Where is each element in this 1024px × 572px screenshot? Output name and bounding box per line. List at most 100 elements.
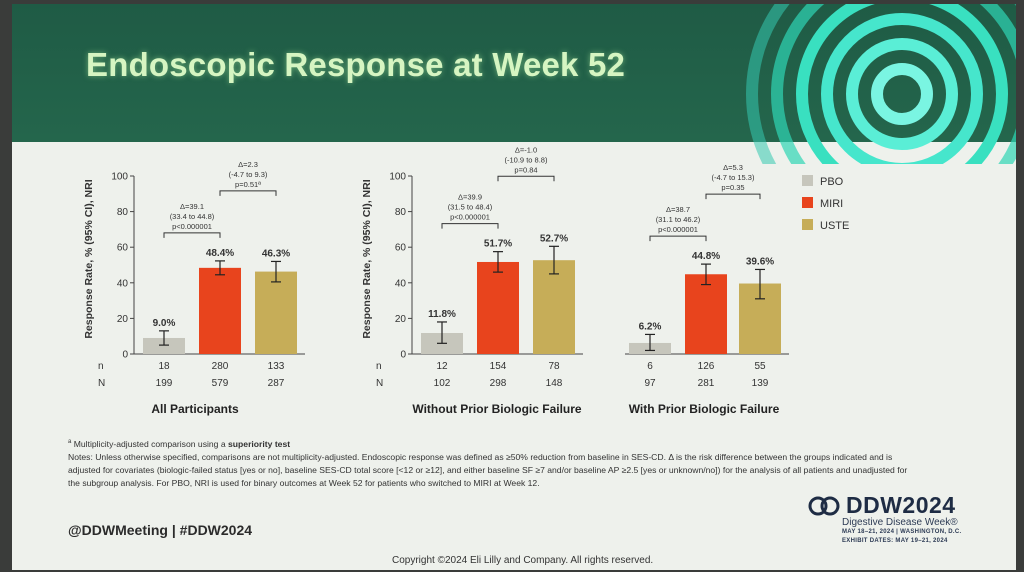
chart-3-comparison-stat: p=0.35 — [721, 183, 744, 192]
chart-2-n-row-label: n — [376, 361, 382, 372]
chart-2-value-label: 52.7% — [540, 233, 568, 244]
chart-1-comparison-stat: p<0.000001 — [172, 222, 212, 231]
chart-2-comparison-stat: Δ=39.9 — [458, 193, 482, 202]
ddw-dates: MAY 18–21, 2024 | WASHINGTON, D.C. — [842, 529, 962, 535]
slide-header: Endoscopic Response at Week 52 — [12, 4, 1016, 164]
chart-1-value-label: 9.0% — [153, 318, 176, 329]
chart-1-bar-miri — [199, 267, 241, 354]
chart-1-n-value: 133 — [268, 361, 285, 372]
chart-3-value-label: 6.2% — [639, 321, 662, 332]
chart-2-n-value: 154 — [490, 361, 507, 372]
chart-1-N-value: 199 — [156, 378, 173, 389]
chart-3-N-value: 139 — [752, 378, 769, 389]
chart-2-y-tick-label: 100 — [389, 172, 406, 183]
chart-2-value-label: 51.7% — [484, 239, 512, 250]
chart-1-comparison-stat: (-4.7 to 9.3) — [229, 170, 268, 179]
legend-label-miri: MIRI — [820, 198, 843, 210]
chart-2-n-value: 12 — [436, 361, 448, 372]
chart-2-y-tick-label: 40 — [395, 278, 407, 289]
chart-3-N-value: 281 — [698, 378, 715, 389]
footnotes: a Multiplicity-adjusted comparison using… — [68, 436, 908, 490]
chart-2-N-value: 148 — [546, 378, 563, 389]
chart-2-comparison-stat: (-10.9 to 8.8) — [505, 155, 548, 164]
chart-1-y-tick-label: 80 — [117, 207, 129, 218]
chart-3-N-value: 97 — [644, 378, 656, 389]
chart-2-N-row-label: N — [376, 378, 383, 389]
copyright: Copyright ©2024 Eli Lilly and Company. A… — [392, 555, 654, 566]
chart-3-comparison-stat: Δ=5.3 — [723, 163, 743, 172]
chart-2-title: Without Prior Biologic Failure — [412, 402, 582, 416]
chart-1-n-value: 18 — [158, 361, 170, 372]
chart-2-comparison-bracket — [497, 175, 555, 182]
chart-1-N-value: 579 — [212, 378, 229, 389]
chart-1-n-value: 280 — [212, 361, 229, 372]
chart-2-comparison-bracket — [441, 223, 499, 229]
chart-1-title: All Participants — [151, 402, 239, 416]
chart-2-y-tick-label: 20 — [395, 314, 407, 325]
legend-label-pbo: PBO — [820, 176, 844, 188]
chart-1-y-label: Response Rate, % (95% CI), NRI — [83, 179, 95, 338]
legend: PBO MIRI USTE — [802, 175, 849, 232]
chart-3-comparison-stat: Δ=38.7 — [666, 205, 690, 214]
chart-1-bar-uste — [255, 271, 297, 354]
footnote-a-text: Multiplicity-adjusted comparison using a — [73, 438, 229, 449]
ddw-subtitle: Digestive Disease Week® — [842, 517, 958, 528]
chart-1-bar-pbo — [143, 337, 185, 354]
legend-swatch-miri — [802, 197, 813, 208]
footnote-notes: Notes: Unless otherwise specified, compa… — [68, 451, 908, 488]
chart-1-N-row-label: N — [98, 378, 105, 389]
chart-1-n-row-label: n — [98, 361, 104, 372]
chart-1-comparison-stat: (33.4 to 44.8) — [170, 212, 215, 221]
chart-2-comparison-stat: p=0.84 — [514, 165, 537, 174]
chart-3-comparison-stat: (31.1 to 46.2) — [656, 215, 701, 224]
chart-2-N-value: 102 — [434, 378, 451, 389]
ddw-logo-block: DDW2024 Digestive Disease Week® MAY 18–2… — [808, 492, 1008, 546]
chart-2-y-tick-label: 0 — [400, 350, 406, 361]
chart-3-value-label: 44.8% — [692, 251, 720, 262]
chart-1-comparison-bracket — [219, 190, 277, 196]
footnote-a: a Multiplicity-adjusted comparison using… — [68, 438, 291, 449]
chart-3-n-value: 55 — [754, 361, 766, 372]
chart-1-comparison-stat: Δ=2.3 — [238, 160, 258, 169]
chart-2-value-label: 11.8% — [428, 309, 456, 320]
chart-3-n-value: 126 — [698, 361, 715, 372]
social-handle: @DDWMeeting | #DDW2024 — [68, 522, 253, 538]
chart-3-comparison-stat: p<0.000001 — [658, 225, 698, 234]
chart-1-y-tick-label: 0 — [122, 350, 128, 361]
footnote-a-bold: superiority test — [228, 438, 291, 449]
chart-2-y-tick-label: 60 — [395, 243, 407, 254]
chart-2-N-value: 298 — [490, 378, 507, 389]
chart-2-comparison-stat: (31.5 to 48.4) — [448, 203, 493, 212]
legend-swatch-uste — [802, 219, 813, 230]
chart-2-bar-uste — [533, 260, 575, 354]
chart-2-comparison-stat: p<0.000001 — [450, 213, 490, 222]
slide: Endoscopic Response at Week 52 0 20 40 60 80… — [12, 4, 1016, 570]
chart-3-title: With Prior Biologic Failure — [629, 402, 780, 416]
chart-1-N-value: 287 — [268, 378, 285, 389]
chart-1-comparison-stat: Δ=39.1 — [180, 202, 204, 211]
chart-1-y-tick-label: 100 — [111, 172, 128, 183]
chart-1-value-label: 48.4% — [206, 248, 234, 259]
chart-3-bar-miri — [685, 274, 727, 354]
chart-1-y-tick-label: 40 — [117, 278, 129, 289]
chart-1-value-label: 46.3% — [262, 248, 290, 259]
chart-1-comparison-stat: p=0.51ª — [235, 180, 261, 189]
chart-1-y-tick-label: 60 — [117, 243, 129, 254]
chart-3-comparison-bracket — [705, 193, 761, 200]
chart-2-comparison-stat: Δ=-1.0 — [515, 146, 537, 154]
chart-3-comparison-stat: (-4.7 to 15.3) — [712, 173, 755, 182]
chart-1-y-tick-label: 20 — [117, 314, 129, 325]
chart-3-value-label: 39.6% — [746, 256, 774, 267]
legend-label-uste: USTE — [820, 220, 849, 232]
chart-3-n-value: 6 — [647, 361, 653, 372]
ddw-exhibit-dates: EXHIBIT DATES: MAY 19–21, 2024 — [842, 538, 948, 544]
chart-2-n-value: 78 — [548, 361, 560, 372]
chart-2-y-label: Response Rate, % (95% CI), NRI — [361, 179, 373, 338]
chart-1-comparison-bracket — [163, 232, 221, 238]
ddw-name: DDW2024 — [846, 492, 956, 518]
ddw-mark-icon — [808, 496, 840, 515]
fingerprint-graphic — [746, 4, 1016, 164]
